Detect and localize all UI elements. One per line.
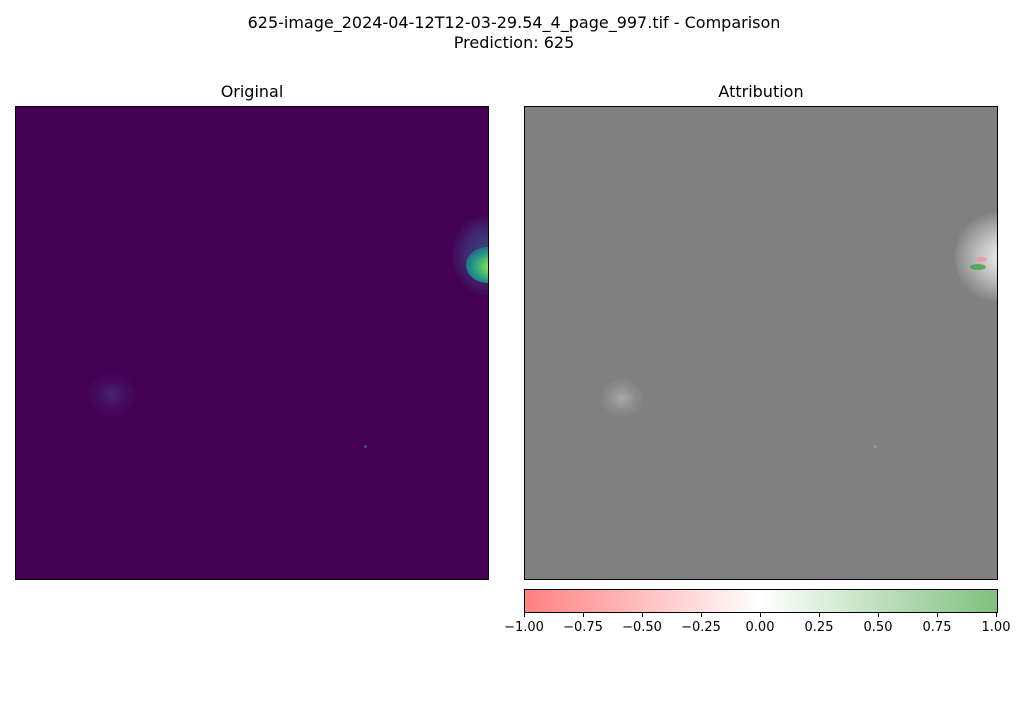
colorbar-tick-label: −0.75	[563, 620, 603, 635]
attribution-colorbar	[524, 589, 998, 613]
colorbar-tick	[583, 612, 584, 617]
original-image	[15, 106, 489, 580]
colorbar-tick	[701, 612, 702, 617]
original-faint-spot	[88, 373, 136, 417]
colorbar-tick-label: −1.00	[504, 620, 544, 635]
colorbar-tick-label: 0.75	[922, 620, 952, 635]
colorbar-tick	[996, 612, 997, 617]
colorbar-tick-label: 1.00	[981, 620, 1011, 635]
attribution-faint-spot	[601, 379, 643, 417]
colorbar-tick-label: 0.50	[863, 620, 893, 635]
attribution-map	[524, 106, 998, 580]
colorbar-tick-label: −0.25	[681, 620, 721, 635]
original-bright-spot-core	[466, 247, 488, 283]
original-speck	[364, 445, 367, 448]
colorbar-tick-label: 0.00	[745, 620, 775, 635]
colorbar-tick-label: −0.50	[622, 620, 662, 635]
figure-title: 625-image_2024-04-12T12-03-29.54_4_page_…	[247, 13, 781, 32]
colorbar-tick-label: 0.25	[804, 620, 834, 635]
attribution-green-mark	[970, 264, 986, 270]
colorbar-tick	[819, 612, 820, 617]
colorbar-tick	[642, 612, 643, 617]
attribution-bright-spot-halo	[955, 212, 997, 302]
colorbar-tick	[524, 612, 525, 617]
colorbar-tick	[760, 612, 761, 617]
prediction-subtitle: Prediction: 625	[453, 33, 575, 52]
attribution-speck	[874, 445, 877, 448]
attribution-red-mark	[977, 257, 987, 262]
colorbar-tick	[937, 612, 938, 617]
colorbar-tick	[878, 612, 879, 617]
attribution-panel-title: Attribution	[718, 82, 804, 101]
original-panel-title: Original	[220, 82, 284, 101]
